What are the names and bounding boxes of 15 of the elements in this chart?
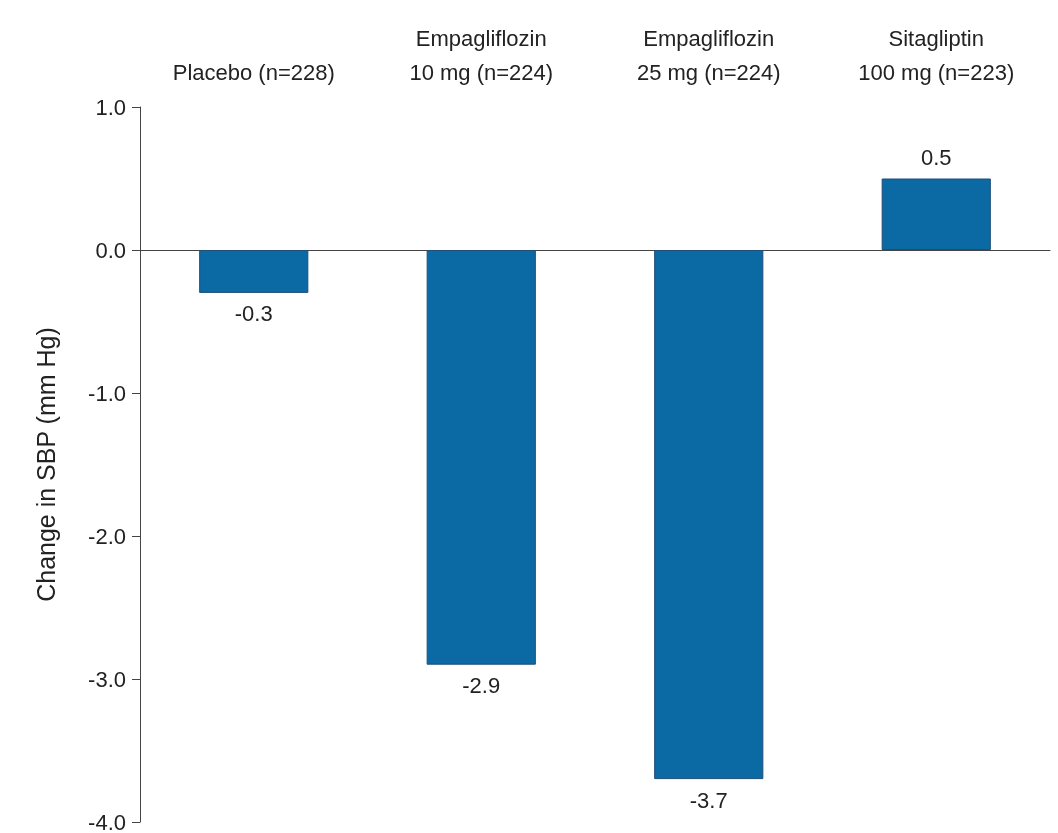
y-tick-label: -4.0 — [88, 809, 126, 833]
data-label: -0.3 — [234, 301, 273, 327]
data-label: 0.5 — [920, 145, 952, 170]
data-label: -3.7 — [689, 787, 728, 813]
data-label: -2.9 — [462, 673, 501, 699]
x-tick-label: Sitagliptin 100 mg (n=223) — [858, 25, 1015, 85]
y-tick-label: -3.0 — [88, 666, 126, 692]
x-tick-label: Empagliflozin 10 mg (n=224) — [409, 25, 554, 85]
x-tick-label: Placebo (n=228) — [172, 59, 335, 85]
y-tick-label: 1.0 — [95, 94, 126, 120]
y-axis-title: Change in SBP (mm Hg) — [31, 327, 60, 602]
y-tick-label: 0.0 — [95, 237, 126, 263]
x-tick-label: Empagliflozin 25 mg (n=224) — [636, 25, 781, 85]
y-tick-label: -1.0 — [88, 380, 126, 406]
y-tick-label: -2.0 — [88, 523, 126, 549]
